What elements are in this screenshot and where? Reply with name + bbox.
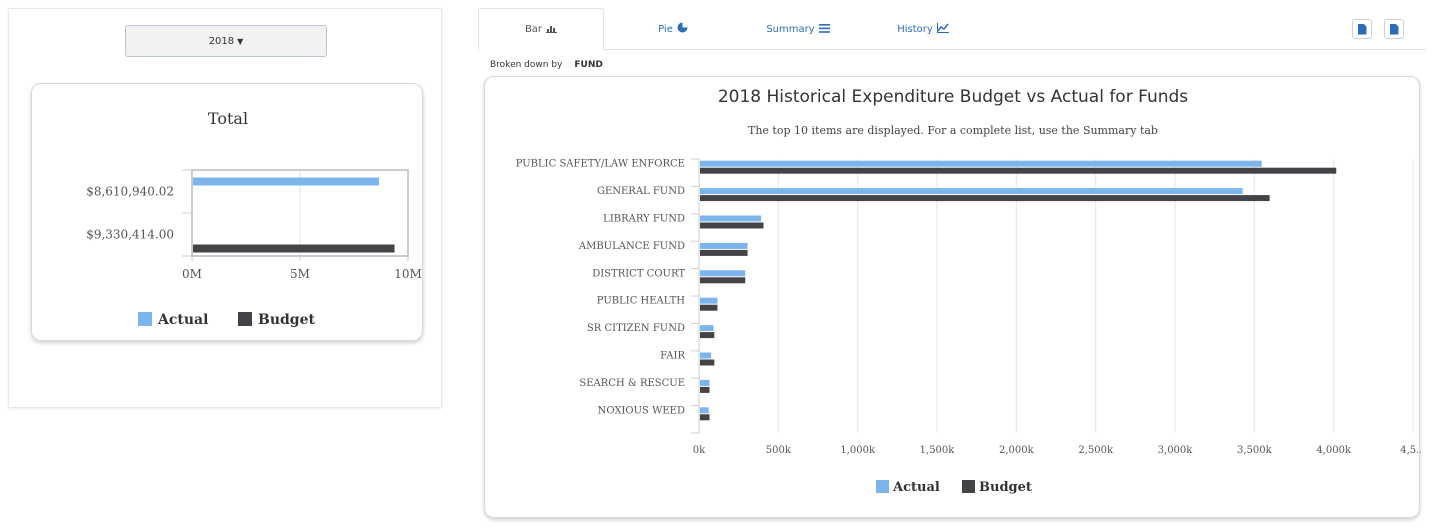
year-dropdown-label: 2018	[208, 35, 235, 47]
legend-swatch-actual	[138, 312, 152, 326]
legend-label-actual: Actual	[892, 480, 940, 495]
breakdown-value[interactable]: FUND	[574, 60, 603, 70]
document-icon	[1357, 23, 1367, 35]
tab-bar-label: Bar	[524, 24, 543, 35]
main-chart-card: 2018 Historical Expenditure Budget vs Ac…	[484, 76, 1421, 518]
breakdown-label: Broken down by	[490, 60, 563, 70]
x-tick-label: 2,000k	[999, 445, 1035, 456]
bar-budget	[700, 414, 710, 421]
legend-swatch-budget	[962, 480, 975, 493]
export-button-1[interactable]	[1352, 19, 1372, 39]
y-category-label: $8,610,940.02	[86, 185, 174, 199]
caret-down-icon: ▼	[237, 36, 244, 46]
chart-title: 2018 Historical Expenditure Budget vs Ac…	[718, 87, 1188, 107]
bar-budget	[700, 222, 764, 229]
y-category-label: AMBULANCE FUND	[578, 241, 685, 252]
bar-actual	[700, 352, 712, 359]
export-button-2[interactable]	[1384, 19, 1404, 39]
x-tick-label: 5M	[290, 267, 310, 281]
list-icon	[818, 23, 830, 36]
total-chart: Total 0M 5M 10M $8,610,940.02 $9,330,414.00 Ac…	[86, 109, 422, 328]
bar-actual	[700, 242, 748, 249]
bar-budget	[700, 359, 715, 366]
bar-actual	[193, 177, 379, 186]
legend-label-budget: Budget	[258, 312, 315, 328]
y-category-label: PUBLIC SAFETY/LAW ENFORCE	[516, 159, 685, 170]
x-tick-label: 500k	[766, 445, 792, 456]
x-tick-label: 4,5...	[1400, 445, 1421, 456]
main-chart: 2018 Historical Expenditure Budget vs Ac…	[516, 87, 1421, 495]
breakdown-row: Broken down by FUND	[490, 60, 603, 70]
x-tick-label: 10M	[394, 267, 422, 281]
chart-tabs: Bar Pie Summary History	[478, 8, 1426, 51]
bar-budget	[700, 386, 710, 393]
legend-label-actual: Actual	[157, 312, 208, 328]
tab-pie-label: Pie	[658, 23, 673, 35]
y-category-label: FAIR	[660, 351, 685, 362]
chart-subtitle: The top 10 items are displayed. For a co…	[748, 124, 1158, 137]
tab-pie[interactable]: Pie	[618, 8, 728, 50]
bar-budget	[700, 277, 746, 284]
bar-budget	[700, 195, 1270, 202]
bar-actual	[700, 188, 1243, 195]
bar-budget	[700, 332, 715, 339]
x-tick-label: 3,000k	[1158, 445, 1194, 456]
pie-chart-icon	[677, 22, 688, 36]
bar-budget	[700, 249, 748, 256]
y-category-label: $9,330,414.00	[86, 228, 174, 242]
total-panel: 2018 ▼ Total 0M 5M 10M $8,610,940.02 $9,330,4…	[8, 8, 442, 408]
legend-label-budget: Budget	[979, 480, 1032, 495]
tab-summary[interactable]: Summary	[740, 8, 856, 50]
year-dropdown[interactable]: 2018 ▼	[125, 25, 327, 57]
chart-title: Total	[208, 109, 248, 128]
legend-swatch-budget	[238, 312, 252, 326]
y-category-label: SR CITIZEN FUND	[587, 323, 685, 334]
x-tick-label: 0M	[182, 267, 202, 281]
document-icon	[1389, 23, 1399, 35]
x-tick-label: 1,000k	[840, 445, 876, 456]
bar-budget	[700, 167, 1337, 174]
bar-actual	[700, 325, 714, 332]
bar-actual	[700, 160, 1262, 167]
line-chart-icon	[936, 22, 949, 36]
bar-actual	[700, 407, 709, 414]
bar-actual	[700, 270, 746, 277]
x-tick-label: 2,500k	[1078, 445, 1114, 456]
y-category-label: LIBRARY FUND	[603, 214, 685, 225]
bar-chart-icon	[546, 23, 558, 36]
legend-swatch-actual	[876, 480, 889, 493]
x-tick-label: 0k	[693, 445, 706, 456]
tab-bar[interactable]: Bar	[478, 8, 604, 51]
bar-budget	[700, 304, 718, 311]
tab-summary-label: Summary	[766, 23, 815, 35]
bar-actual	[700, 379, 710, 386]
y-category-label: DISTRICT COURT	[592, 268, 685, 279]
y-category-label: GENERAL FUND	[597, 186, 685, 197]
total-chart-card: Total 0M 5M 10M $8,610,940.02 $9,330,414.00 Ac…	[31, 83, 423, 341]
tab-history-label: History	[897, 23, 933, 35]
x-tick-label: 1,500k	[920, 445, 956, 456]
y-category-label: NOXIOUS WEED	[598, 405, 685, 416]
bar-budget	[193, 244, 395, 253]
x-tick-label: 4,000k	[1316, 445, 1352, 456]
bar-actual	[700, 215, 762, 222]
tab-history[interactable]: History	[868, 8, 978, 50]
y-category-label: SEARCH & RESCUE	[579, 378, 685, 389]
bar-actual	[700, 297, 718, 304]
y-category-label: PUBLIC HEALTH	[597, 296, 685, 307]
x-tick-label: 3,500k	[1237, 445, 1273, 456]
